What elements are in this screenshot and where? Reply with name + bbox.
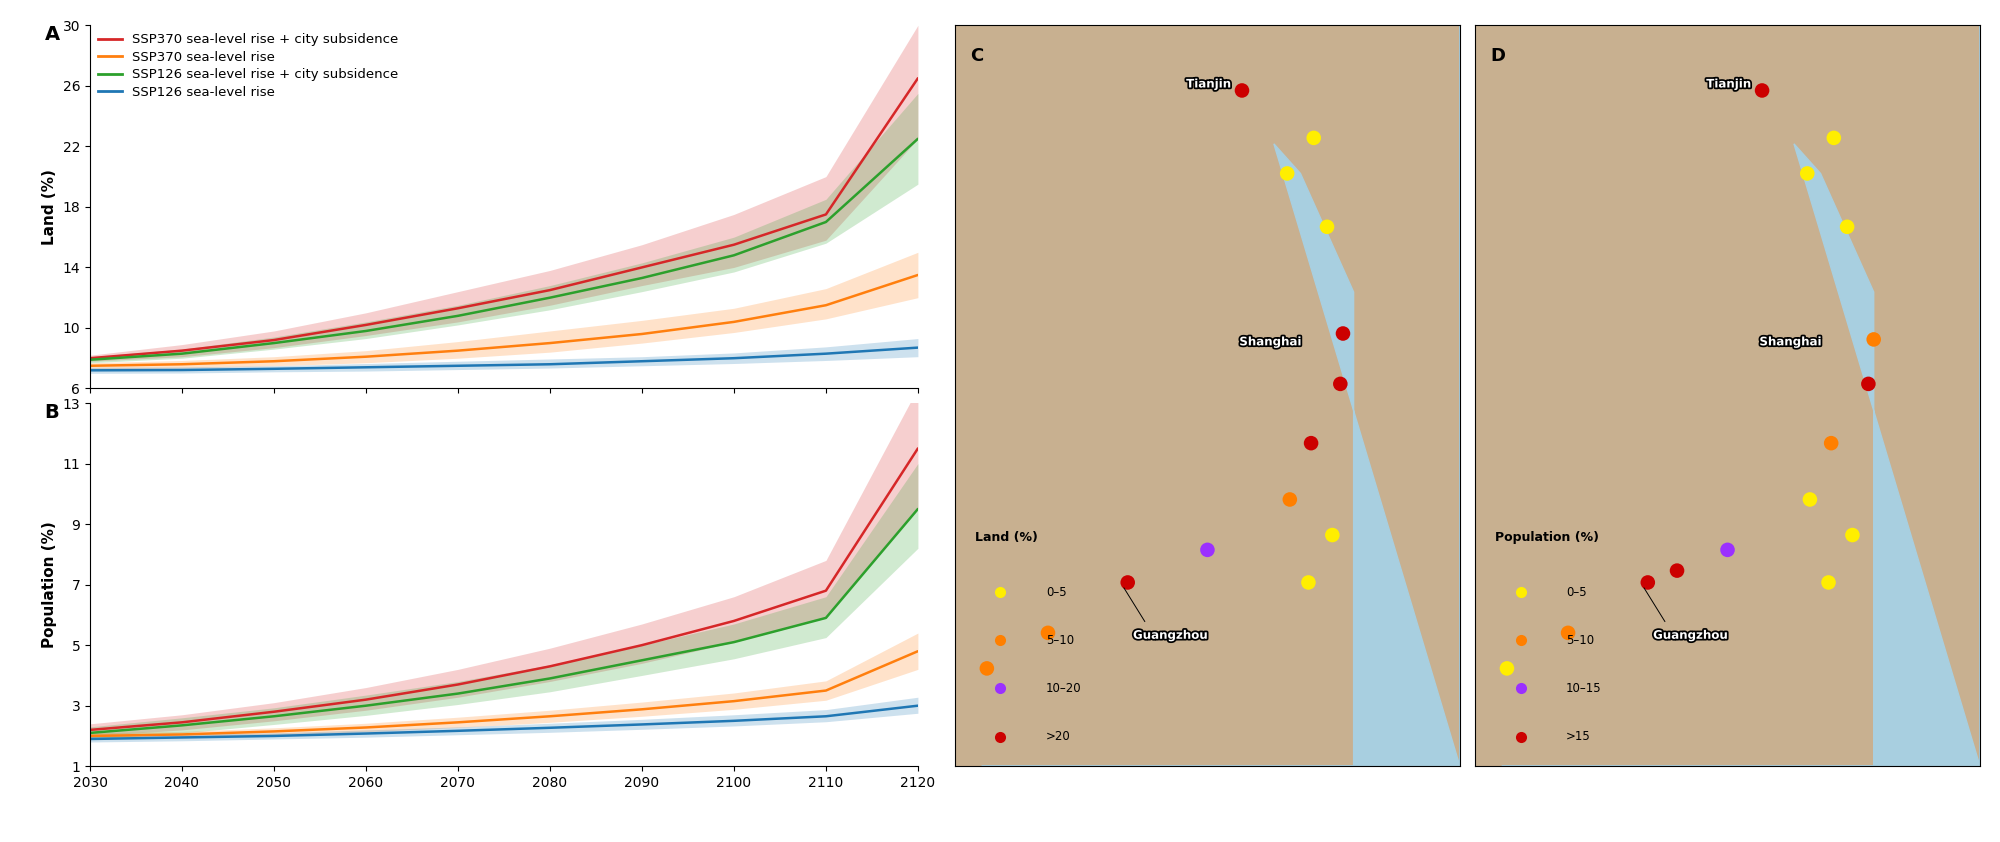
Text: 5–10: 5–10 — [1566, 634, 1594, 647]
Text: 10–20: 10–20 — [1046, 682, 1082, 695]
Text: 5–10: 5–10 — [1046, 634, 1074, 647]
Point — [1812, 576, 1844, 589]
Point — [1792, 167, 1824, 180]
Point — [1298, 131, 1330, 145]
Point — [1274, 493, 1306, 506]
Point — [1272, 167, 1304, 180]
Text: >15: >15 — [1566, 730, 1590, 743]
Point — [1316, 528, 1348, 541]
Polygon shape — [982, 25, 1460, 766]
Point — [1292, 576, 1324, 589]
Text: Population (%): Population (%) — [1496, 531, 1600, 544]
Point — [1192, 543, 1224, 557]
Y-axis label: Population (%): Population (%) — [42, 521, 56, 648]
Point — [970, 662, 1002, 675]
Text: A: A — [44, 25, 60, 45]
Point — [1226, 83, 1258, 97]
Text: Land (%): Land (%) — [976, 531, 1038, 544]
Text: Tianjin: Tianjin — [1706, 77, 1752, 90]
Point — [1816, 436, 1848, 450]
Text: Guangzhou: Guangzhou — [1654, 629, 1728, 642]
Point — [1794, 493, 1826, 506]
Point — [1296, 436, 1328, 450]
Text: Shanghai: Shanghai — [1760, 335, 1822, 349]
Text: 0–5: 0–5 — [1046, 585, 1066, 599]
Point — [1552, 626, 1584, 640]
Polygon shape — [954, 25, 1460, 766]
Text: C: C — [970, 47, 984, 66]
Point — [1836, 528, 1868, 541]
Text: B: B — [44, 403, 60, 422]
Text: Shanghai: Shanghai — [1240, 335, 1302, 349]
Text: 10–15: 10–15 — [1566, 682, 1602, 695]
Text: Guangzhou: Guangzhou — [1134, 629, 1208, 642]
Point — [1746, 83, 1778, 97]
Point — [1662, 564, 1694, 578]
Legend: SSP370 sea-level rise + city subsidence, SSP370 sea-level rise, SSP126 sea-level: SSP370 sea-level rise + city subsidence,… — [96, 32, 400, 100]
Text: D: D — [1490, 47, 1506, 66]
Point — [1490, 662, 1522, 675]
Point — [1312, 220, 1344, 233]
Text: >20: >20 — [1046, 730, 1070, 743]
Text: Tianjin: Tianjin — [1186, 77, 1232, 90]
Point — [1112, 576, 1144, 589]
Point — [1712, 543, 1744, 557]
Polygon shape — [1502, 25, 1980, 766]
Point — [1858, 333, 1890, 346]
Point — [1324, 377, 1356, 391]
Point — [1326, 327, 1358, 340]
Point — [1032, 626, 1064, 640]
Point — [1632, 576, 1664, 589]
Y-axis label: Land (%): Land (%) — [42, 169, 56, 245]
Polygon shape — [1476, 25, 1980, 766]
Point — [1818, 131, 1850, 145]
Text: 0–5: 0–5 — [1566, 585, 1586, 599]
Point — [1852, 377, 1884, 391]
Point — [1832, 220, 1864, 233]
